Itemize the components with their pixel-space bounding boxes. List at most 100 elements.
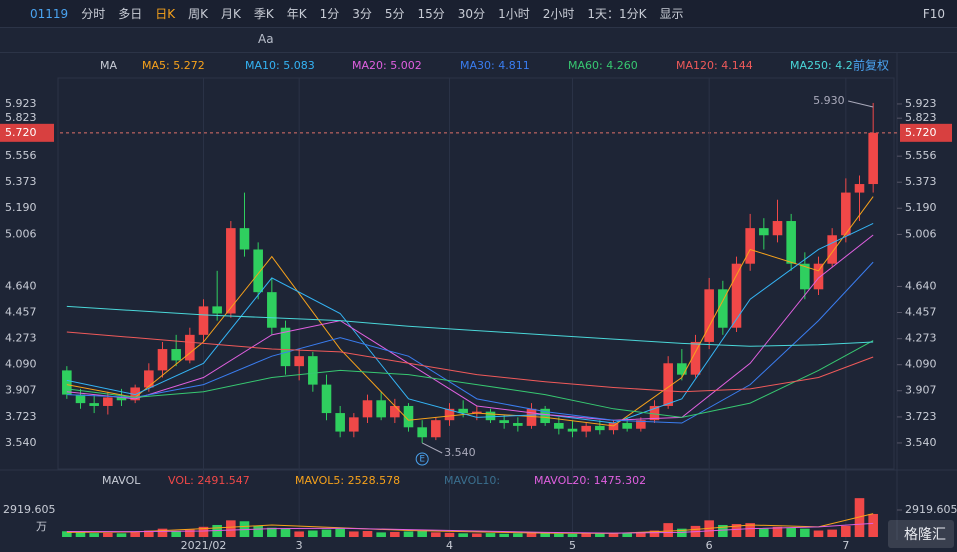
candle-body [759, 228, 769, 236]
period-tab[interactable]: 分时 [81, 7, 106, 21]
max-pointer [848, 100, 874, 108]
y-tick-label: 3.540 [905, 436, 937, 449]
ma-line [66, 305, 874, 347]
plot-frame [57, 77, 895, 470]
candle-body [841, 192, 851, 236]
event-marker-bg [415, 452, 429, 466]
candle-body [854, 184, 865, 193]
period-tab[interactable]: 3分 [352, 7, 372, 21]
y-tick-label: 4.640 [5, 279, 37, 292]
ma-line [66, 234, 874, 421]
ma-line [66, 522, 874, 534]
volume-bar [636, 532, 646, 537]
y-tick-label: 5.556 [5, 149, 37, 162]
watermark: 格隆汇 [904, 527, 946, 543]
volume-bar [431, 532, 441, 537]
period-tab[interactable]: 1小时 [498, 7, 530, 21]
ma-legend: MA5: 5.272 [142, 59, 205, 72]
volume-bar [854, 498, 865, 537]
candle-body [294, 356, 304, 367]
volume-bar [581, 533, 591, 537]
volume-bar [362, 530, 373, 537]
stock-code[interactable]: 01119 [30, 6, 69, 21]
volume-bar [649, 530, 660, 537]
y-tick-label: 3.723 [5, 410, 37, 423]
volume-bar [526, 532, 537, 537]
volume-bar [103, 532, 113, 537]
ma-line [66, 261, 874, 424]
candle-body [116, 397, 127, 401]
period-tab[interactable]: 周K [188, 7, 208, 21]
candle-body [89, 403, 99, 406]
ma-line [66, 196, 874, 427]
y-tick-label: 4.273 [905, 332, 937, 345]
period-toolbar: 01119 分时 多日 日K 周K 月K 季K 年K 1分 3分 5分 15分 30分 1小时 2小时 1天… [0, 0, 957, 28]
volume-bar [417, 530, 427, 537]
volume-bar [608, 533, 619, 537]
candle-body [431, 420, 441, 438]
candle-body [62, 370, 72, 395]
candle-body [800, 263, 810, 290]
candle-body [772, 221, 783, 236]
ma-legend: MA120: 4.144 [676, 59, 753, 72]
volume-bar [827, 529, 837, 537]
vol-tick-label: 2919.605 [905, 503, 957, 516]
period-tab[interactable]: 2小时 [542, 7, 575, 21]
last-price-label: 5.720 [5, 126, 37, 139]
candle-body [718, 289, 728, 328]
candle-body [827, 235, 837, 264]
candle-body [581, 425, 591, 432]
candle-body [813, 263, 824, 290]
candle-body [526, 408, 537, 426]
f10[interactable]: F10 [922, 6, 945, 21]
candle-body [185, 334, 195, 361]
candle-body [745, 228, 755, 264]
period-tab[interactable]: 季K [253, 7, 274, 21]
drawing-toolbar: Aa [0, 28, 957, 53]
volume-bar [403, 531, 414, 537]
volume-bar [349, 531, 359, 537]
y-tick-label: 4.090 [905, 358, 937, 371]
x-tick-label: 2021/02 [181, 539, 227, 552]
vol-legend: MAVOL5: 2528.578 [295, 474, 400, 487]
volume-bar [554, 533, 564, 537]
vol-legend: VOL: 2491.547 [168, 474, 250, 487]
period-tab[interactable]: 日K [155, 7, 176, 21]
period-tab[interactable]: 年K [286, 7, 307, 21]
volume-bar [595, 533, 605, 537]
volume-bar [75, 532, 86, 537]
volume-bar [62, 531, 72, 537]
candle-body [786, 221, 796, 264]
period-tab[interactable]: 5分 [384, 7, 405, 21]
volume-bar [567, 533, 578, 537]
volume-bar [786, 527, 796, 537]
candle-body [157, 349, 168, 371]
last-price-box [900, 123, 952, 142]
x-tick-label: 3 [296, 539, 303, 552]
y-tick-label: 3.723 [905, 410, 937, 423]
volume-bar [444, 532, 455, 537]
period-tab[interactable]: 30分 [457, 7, 486, 21]
period-tab[interactable]: 15分 [417, 7, 445, 21]
volume-bar [813, 530, 824, 537]
candle-body [513, 423, 523, 426]
volume-bar [198, 526, 209, 537]
period-tab[interactable]: 月K [220, 7, 241, 21]
font-tool[interactable]: Aa [258, 32, 274, 46]
volume-bar [89, 533, 99, 537]
volume-bar [157, 528, 168, 537]
volume-bar [868, 513, 878, 537]
candle-body [103, 397, 113, 406]
volume-bar [458, 533, 468, 537]
volume-bar [472, 533, 482, 537]
period-tab[interactable]: 1分 [319, 7, 340, 21]
period-tab[interactable]: 多日 [118, 7, 143, 21]
ma-line [66, 331, 874, 393]
y-tick-label: 5.190 [5, 201, 37, 214]
vol-indicator: MAVOL [102, 474, 141, 487]
volume-bar [622, 532, 632, 537]
period-tab[interactable]: 显示 [659, 7, 684, 21]
x-tick-label: 5 [569, 539, 576, 552]
period-tab[interactable]: 1天：1分K [587, 7, 647, 21]
